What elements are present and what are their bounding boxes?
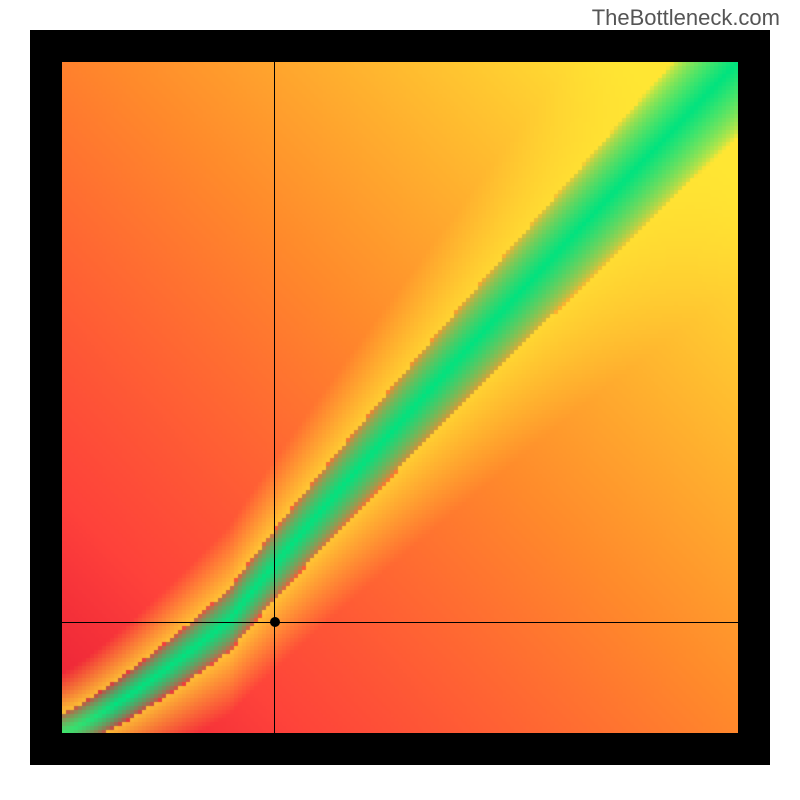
watermark-text: TheBottleneck.com — [592, 5, 780, 31]
crosshair-marker — [270, 617, 280, 627]
chart-container: TheBottleneck.com — [0, 0, 800, 800]
heatmap-canvas — [62, 62, 738, 733]
crosshair-horizontal — [62, 622, 738, 623]
crosshair-vertical — [274, 62, 275, 733]
